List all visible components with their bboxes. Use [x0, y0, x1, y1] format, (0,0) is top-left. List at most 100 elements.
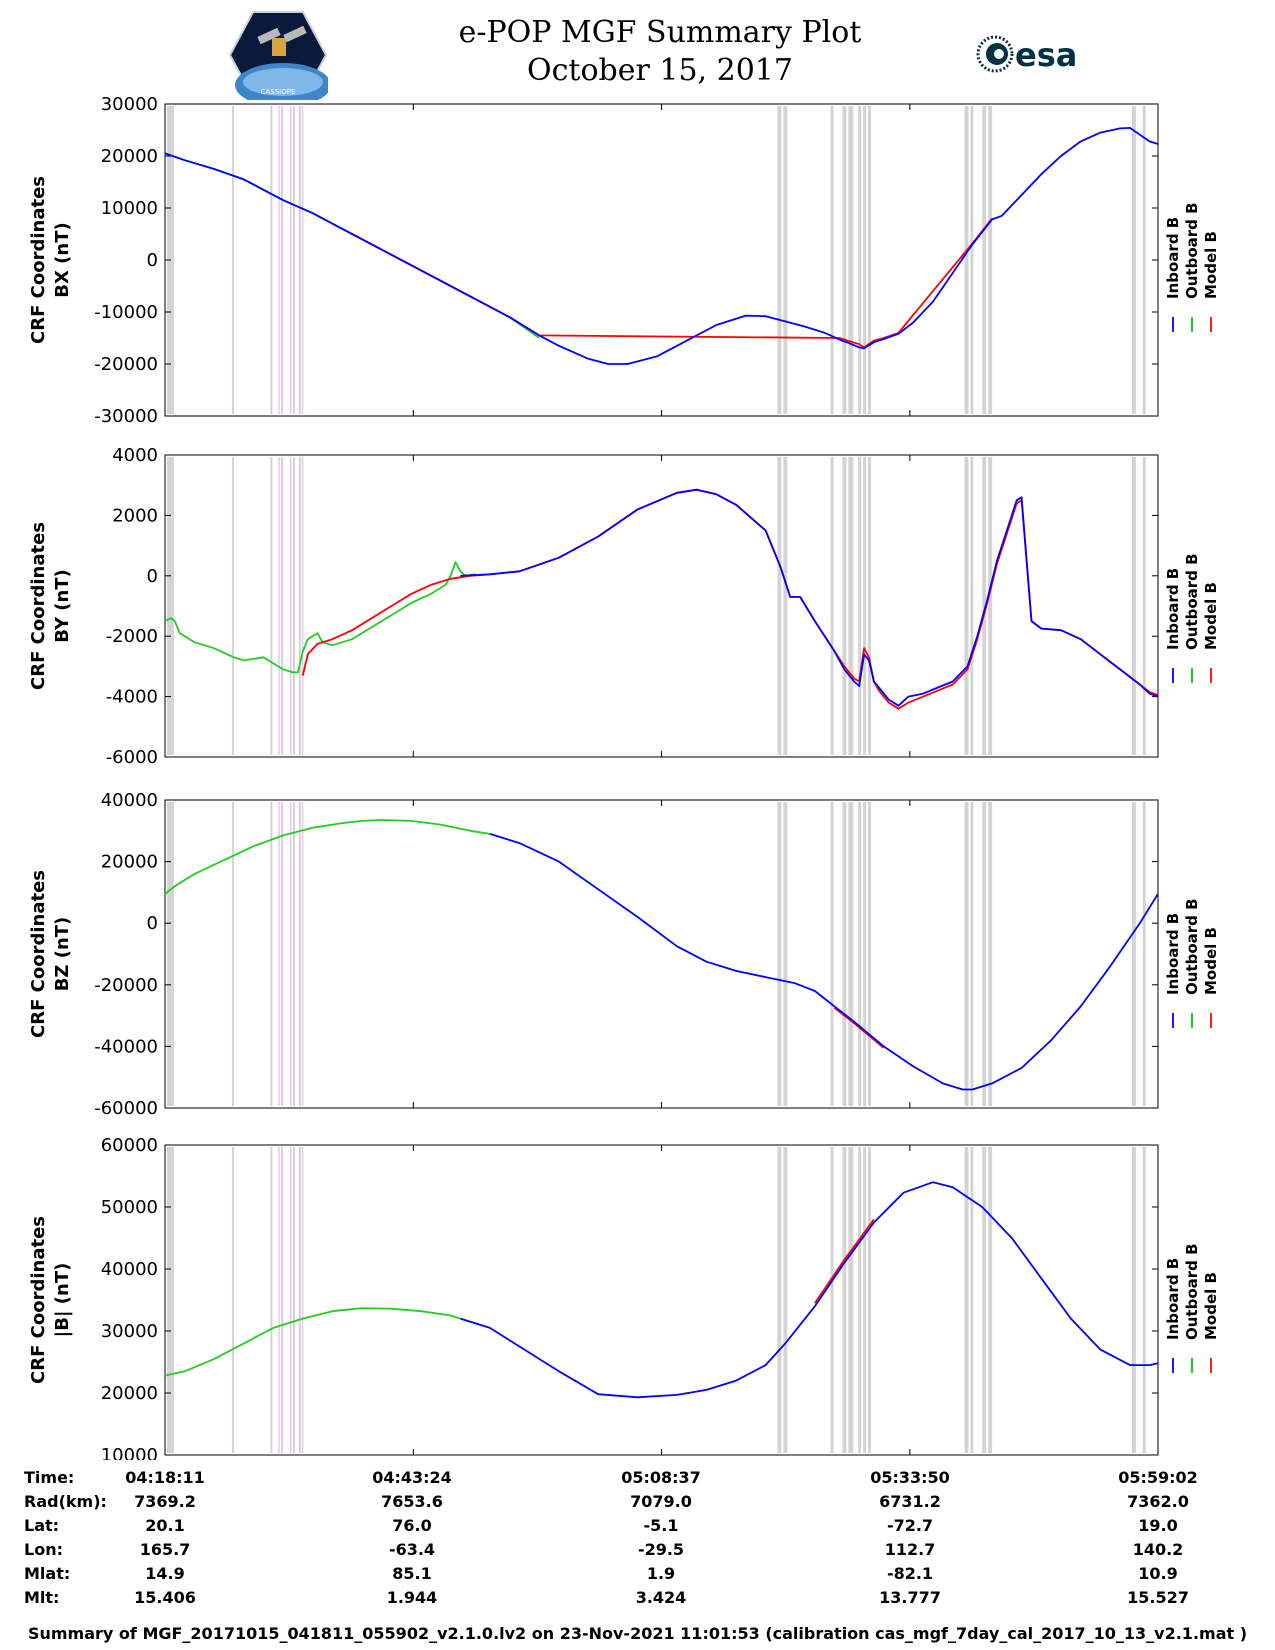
table-cell: 7369.2 — [134, 1492, 196, 1511]
gap-band — [298, 106, 301, 414]
cassiope-logo: CASSIOPE — [228, 11, 328, 100]
gap-band — [970, 802, 974, 1106]
gap-band — [783, 802, 788, 1106]
gap-band-pink — [290, 457, 292, 755]
gap-band — [270, 106, 273, 414]
y-tick-label: 20000 — [101, 1383, 158, 1404]
table-cell: 165.7 — [139, 1540, 191, 1559]
table-cell: 05:33:50 — [870, 1468, 950, 1487]
table-cell: 76.0 — [392, 1516, 432, 1535]
table-cell: 1.9 — [646, 1564, 676, 1583]
panel-4: 60000 50000 40000 30000 20000 10000 CRF Coordi… — [28, 1135, 1220, 1460]
cassiope-logo-text: CASSIOPE — [261, 88, 296, 96]
gap-band — [777, 457, 782, 755]
table-cell: 20.1 — [145, 1516, 185, 1535]
panel-frame — [164, 799, 1159, 1109]
series-line-outboard — [164, 1307, 461, 1377]
legend-label: Outboard B — [1183, 202, 1201, 299]
gap-band — [270, 457, 273, 755]
gap-band — [231, 802, 234, 1106]
table-cell: -5.1 — [643, 1516, 679, 1535]
gap-band-pink — [278, 106, 280, 414]
y-axis-label-units: |B| (nT) — [52, 1263, 73, 1338]
table-cell: 112.7 — [884, 1540, 936, 1559]
gap-band — [830, 457, 834, 755]
y-tick-label: 0 — [147, 250, 158, 271]
y-axis-label: CRF Coordinates — [28, 522, 49, 690]
y-axis-label-units: BZ (nT) — [52, 917, 73, 992]
gap-band — [166, 802, 174, 1106]
y-tick-label: -2000 — [106, 626, 158, 647]
gap-band — [964, 802, 969, 1106]
gap-band — [858, 802, 862, 1106]
gap-band — [777, 1147, 782, 1453]
gap-band — [842, 802, 847, 1106]
gap-band — [231, 1147, 234, 1453]
y-tick-label: 30000 — [101, 94, 158, 115]
gap-band — [982, 457, 987, 755]
panel-2: 4000 2000 0 -2000 -4000 -6000 CRF Coordinates B… — [28, 445, 1220, 768]
gap-band — [982, 802, 987, 1106]
gap-band-pink — [290, 106, 292, 414]
gap-band — [988, 802, 993, 1106]
y-axis-label: CRF Coordinates — [28, 870, 49, 1038]
table-cell: 19.0 — [1138, 1516, 1178, 1535]
y-axis-label: CRF Coordinates — [28, 1216, 49, 1384]
y-tick-label: -6000 — [106, 747, 158, 768]
table-cell: 10.9 — [1138, 1564, 1178, 1583]
gap-band-pink — [290, 802, 292, 1106]
gap-band-pink — [301, 1147, 304, 1453]
gap-band — [1131, 457, 1136, 755]
gap-band — [988, 106, 993, 414]
table-cell: 140.2 — [1132, 1540, 1184, 1559]
legend: Inboard B Outboard B Model B — [1164, 898, 1220, 1028]
series-line-outboard — [164, 561, 476, 674]
panel-frame — [164, 103, 1159, 417]
table-cell: -82.1 — [886, 1564, 934, 1583]
legend-label: Model B — [1202, 927, 1220, 995]
table-cell: 7079.0 — [630, 1492, 692, 1511]
gap-band — [783, 457, 788, 755]
gap-band — [783, 106, 788, 414]
gap-band — [1131, 106, 1136, 414]
y-tick-label: -60000 — [94, 1098, 158, 1119]
gap-band — [270, 802, 273, 1106]
gap-band — [166, 1147, 174, 1453]
gap-band — [1142, 802, 1146, 1106]
y-axis-label-units: BX (nT) — [52, 222, 73, 297]
gap-band — [848, 802, 854, 1106]
gap-band — [848, 457, 854, 755]
gap-band — [1131, 1147, 1136, 1453]
y-tick-label: -4000 — [106, 687, 158, 708]
table-cell: 05:59:02 — [1118, 1468, 1198, 1487]
series-line-inboard — [164, 127, 1159, 365]
y-tick-label: 40000 — [101, 1259, 158, 1280]
gap-band — [830, 1147, 834, 1453]
gap-band — [863, 1147, 867, 1453]
y-tick-label: -10000 — [94, 302, 158, 323]
gap-band — [1142, 457, 1146, 755]
y-tick-label: 4000 — [112, 445, 158, 466]
y-tick-label: -30000 — [94, 406, 158, 427]
gap-band-pink — [301, 457, 304, 755]
y-tick-label: 0 — [147, 566, 158, 587]
legend: Inboard B Outboard B Model B — [1164, 1243, 1220, 1373]
gap-band — [166, 457, 174, 755]
gap-band — [298, 802, 301, 1106]
table-row-label: Mlt: — [24, 1588, 60, 1607]
y-axis-label: CRF Coordinates — [28, 176, 49, 344]
gap-band — [842, 106, 847, 414]
gap-band-pink — [278, 457, 280, 755]
series-line-inboard — [460, 488, 1159, 707]
gap-band — [964, 1147, 969, 1453]
gap-band — [231, 457, 234, 755]
y-tick-label: 50000 — [101, 1197, 158, 1218]
gap-band — [970, 1147, 974, 1453]
gap-band-pink — [278, 1147, 280, 1453]
gap-band — [988, 1147, 993, 1453]
series-line-model — [341, 217, 993, 349]
gap-band — [1131, 802, 1136, 1106]
gap-band — [970, 106, 974, 414]
gap-band — [281, 802, 284, 1106]
footer-caption: Summary of MGF_20171015_041811_055902_v2… — [27, 1624, 1248, 1643]
